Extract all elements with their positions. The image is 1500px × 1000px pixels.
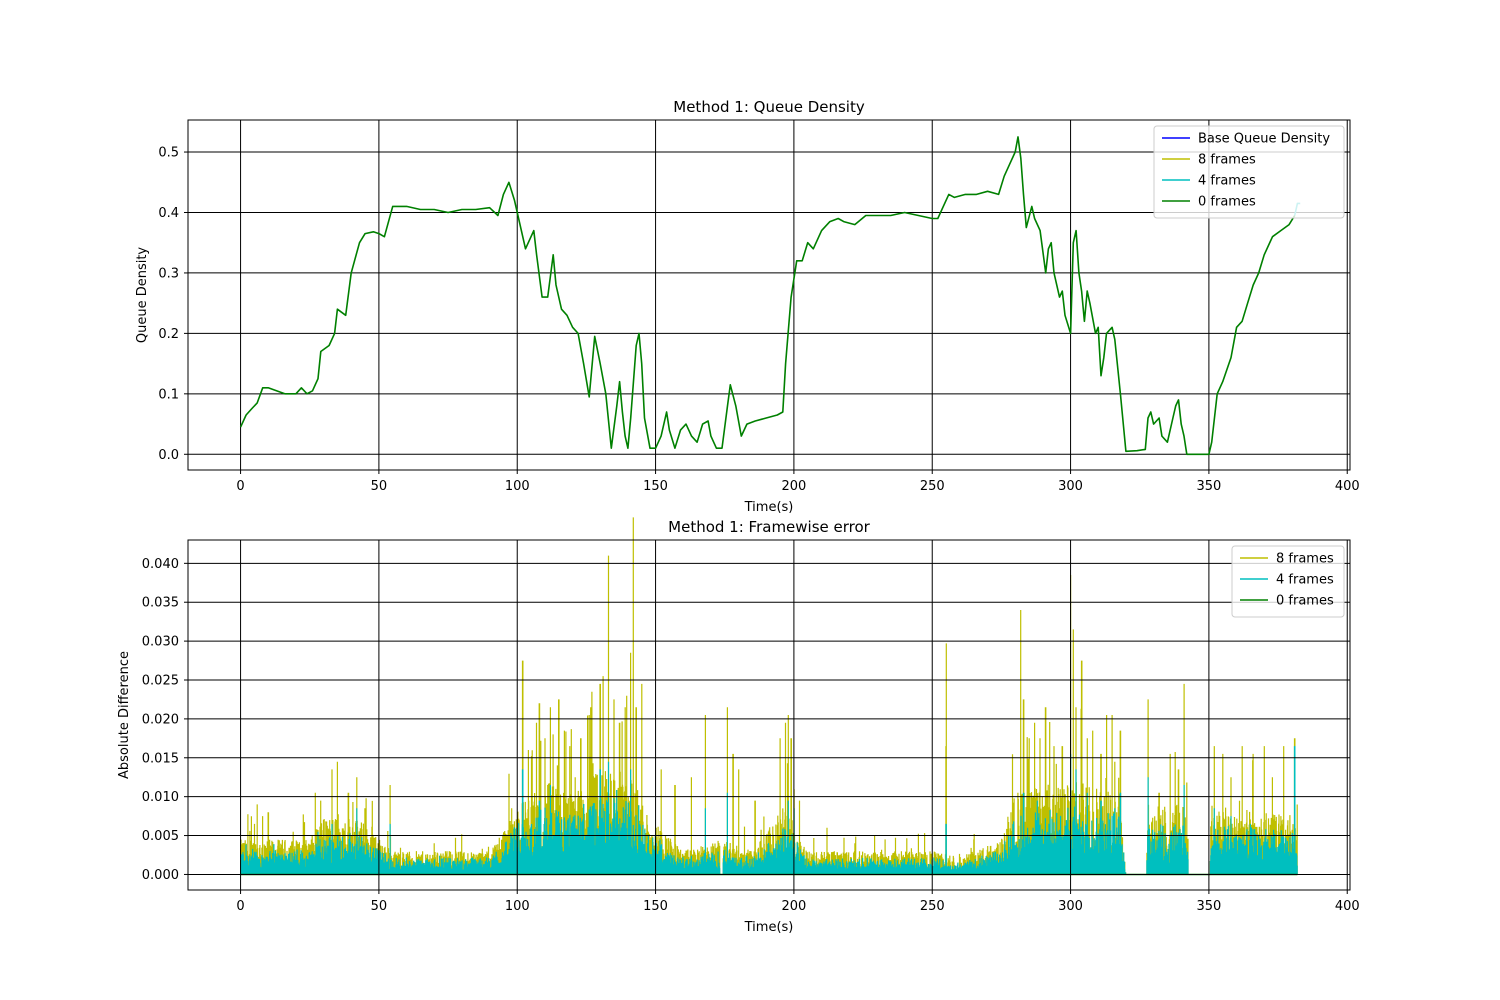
y-ticks-top: 0.0 0.1 0.2 0.3 0.4 0.5 [158, 146, 188, 463]
y-tick-label: 0.000 [142, 868, 179, 883]
x-tick-label: 250 [920, 899, 945, 914]
y-tick-label: 0.025 [142, 674, 179, 689]
chart-title-bottom: Method 1: Framewise error [668, 518, 871, 536]
y-tick-label: 0.030 [142, 635, 179, 650]
y-tick-label: 0.010 [142, 790, 179, 805]
x-tick-label: 50 [371, 899, 388, 914]
legend-bottom: 8 frames 4 frames 0 frames [1231, 545, 1345, 618]
x-ticks-top: 0 50 100 150 200 250 300 350 400 [236, 470, 1360, 494]
x-axis-label-top: Time(s) [744, 500, 794, 515]
legend-label: 0 frames [1198, 195, 1256, 210]
x-ticks-bottom: 0 50 100 150 200 250 300 350 400 [236, 890, 1360, 914]
y-tick-label: 0.5 [158, 146, 179, 161]
x-tick-label: 400 [1335, 899, 1360, 914]
x-tick-label: 150 [643, 479, 668, 494]
plot-border-top [187, 119, 1351, 471]
y-tick-label: 0.020 [142, 712, 179, 727]
legend-label: 4 frames [1198, 174, 1256, 189]
y-axis-label-top: Queue Density [135, 247, 150, 344]
legend-label: 8 frames [1276, 552, 1334, 567]
plot-border-bottom [187, 539, 1351, 891]
x-tick-label: 0 [236, 899, 244, 914]
y-tick-label: 0.3 [158, 266, 179, 281]
x-tick-label: 350 [1196, 899, 1221, 914]
x-tick-label: 400 [1335, 479, 1360, 494]
grid-bottom [188, 540, 1350, 890]
x-tick-label: 350 [1196, 479, 1221, 494]
y-tick-label: 0.4 [158, 206, 179, 221]
legend-label: Base Queue Density [1198, 132, 1330, 147]
x-tick-label: 200 [781, 479, 806, 494]
x-axis-label-bottom: Time(s) [744, 920, 794, 935]
y-tick-label: 0.0 [158, 448, 179, 463]
x-tick-label: 300 [1058, 899, 1083, 914]
y-ticks-bottom: 0.000 0.005 0.010 0.015 0.020 0.025 0.030 0.035… [142, 557, 188, 883]
x-tick-label: 150 [643, 899, 668, 914]
x-tick-label: 0 [236, 479, 244, 494]
x-tick-label: 100 [505, 479, 530, 494]
x-tick-label: 100 [505, 899, 530, 914]
y-tick-label: 0.015 [142, 751, 179, 766]
legend-label: 8 frames [1198, 153, 1256, 168]
framewise-error-chart: 0 50 100 150 200 250 300 350 400 0.000 0.005 0.010… [117, 517, 1360, 935]
y-axis-label-bottom: Absolute Difference [117, 651, 132, 779]
queue-density-chart: 0 50 100 150 200 250 300 350 400 0.0 0.1 0.2 0.3 0.4… [135, 98, 1360, 515]
x-tick-label: 300 [1058, 479, 1083, 494]
y-tick-label: 0.1 [158, 387, 179, 402]
legend-label: 0 frames [1276, 594, 1334, 609]
y-tick-label: 0.2 [158, 327, 179, 342]
legend-top: Base Queue Density 8 frames 4 frames 0 fram… [1153, 125, 1345, 219]
legend-box [1153, 125, 1345, 219]
y-tick-label: 0.005 [142, 829, 179, 844]
chart-title-top: Method 1: Queue Density [673, 98, 865, 116]
x-tick-label: 250 [920, 479, 945, 494]
x-tick-label: 200 [781, 899, 806, 914]
y-tick-label: 0.040 [142, 557, 179, 572]
x-tick-label: 50 [371, 479, 388, 494]
legend-label: 4 frames [1276, 573, 1334, 588]
y-tick-label: 0.035 [142, 596, 179, 611]
series-line-0-frames [239, 136, 1296, 456]
